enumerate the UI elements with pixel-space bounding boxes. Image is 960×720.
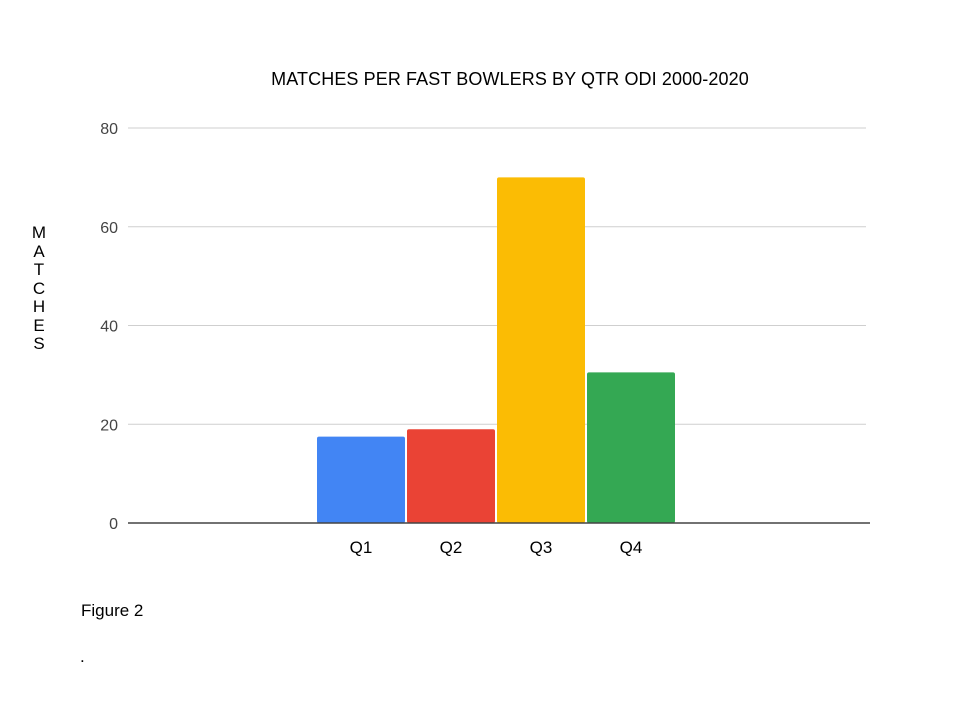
x-tick-label-q2: Q2: [440, 538, 463, 557]
x-tick-label-q4: Q4: [620, 538, 643, 557]
bar-q2: [407, 429, 495, 523]
bar-q3: [497, 177, 585, 523]
y-axis-label: M A T C H E S: [31, 223, 47, 353]
bar-q4: [587, 372, 675, 523]
y-tick-label-0: 0: [109, 516, 118, 533]
y-tick-label-80: 80: [100, 121, 118, 138]
x-tick-label-q1: Q1: [350, 538, 373, 557]
trailing-text: .: [80, 647, 85, 666]
y-tick-label-60: 60: [100, 220, 118, 237]
x-tick-label-q3: Q3: [530, 538, 553, 557]
figure-caption: Figure 2: [81, 601, 144, 620]
y-tick-label-20: 20: [100, 417, 118, 434]
y-tick-label-40: 40: [100, 319, 118, 336]
bar-q1: [317, 436, 405, 523]
chart-title: MATCHES PER FAST BOWLERS BY QTR ODI 2000…: [271, 69, 749, 89]
